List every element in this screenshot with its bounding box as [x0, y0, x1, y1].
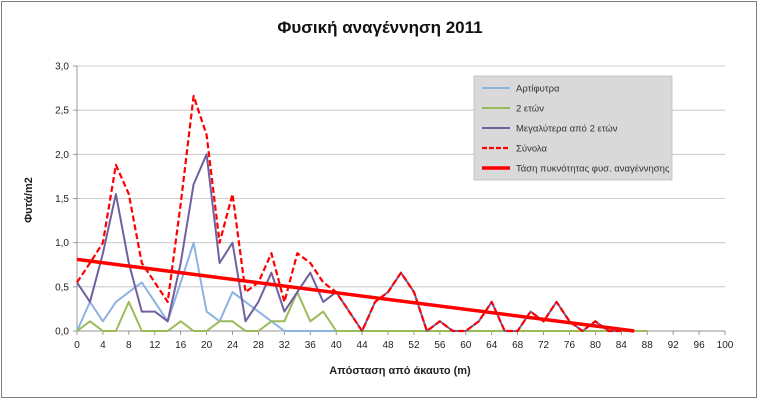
series-line-5 [76, 257, 635, 333]
series-line-4 [76, 94, 622, 333]
y-tick-label: 2,5 [55, 106, 69, 117]
x-tick-label: 60 [460, 340, 472, 351]
x-tick-label: 56 [434, 340, 446, 351]
legend-entry: Μεγαλύτερα από 2 ετών [516, 124, 618, 135]
x-tick-label: 88 [642, 340, 654, 351]
x-tick-label: 48 [382, 340, 394, 351]
x-tick-label: 100 [717, 340, 734, 351]
x-tick-label: 12 [149, 340, 161, 351]
x-tick-label: 36 [305, 340, 317, 351]
x-tick-label: 0 [74, 340, 80, 351]
legend-entry: 2 ετών [516, 104, 544, 115]
y-tick-label: 0,5 [55, 282, 69, 293]
x-tick-label: 16 [175, 340, 187, 351]
x-tick-label: 52 [408, 340, 420, 351]
legend-entry: Σύνολα [516, 144, 548, 155]
x-tick-label: 96 [694, 340, 706, 351]
x-tick-label: 40 [331, 340, 343, 351]
y-axis-title: Φυτά/m2 [23, 177, 35, 223]
legend: Αρτίφυτρα 2 ετών Μεγαλύτερα από 2 ετών Σύνο… [473, 75, 673, 181]
chart-title: Φυσική αναγέννηση 2011 [277, 18, 482, 37]
x-tick-label: 4 [100, 340, 106, 351]
y-tick-label: 3,0 [55, 62, 69, 73]
x-tick-label: 72 [538, 340, 550, 351]
x-tick-label: 64 [486, 340, 498, 351]
x-tick-label: 32 [279, 340, 291, 351]
x-tick-label: 84 [616, 340, 628, 351]
x-tick-label: 24 [227, 340, 239, 351]
x-tick-label: 76 [564, 340, 576, 351]
y-tick-label: 2,0 [55, 150, 69, 161]
x-tick-label: 8 [126, 340, 132, 351]
y-tick-label: 1,0 [55, 238, 69, 249]
legend-entry: Τάση πυκνότητας φυσ. αναγέννησης [516, 164, 670, 175]
x-tick-label: 80 [590, 340, 602, 351]
x-tick-label: 20 [201, 340, 213, 351]
series-line-1 [76, 241, 337, 332]
x-tick-label: 92 [668, 340, 680, 351]
x-tick-label: 28 [253, 340, 265, 351]
series-lines [76, 94, 648, 333]
x-axis-title: Απόσταση από άκαυτο (m) [329, 365, 471, 377]
x-tick-label: 44 [357, 340, 369, 351]
y-tick-label: 1,5 [55, 194, 69, 205]
y-tick-label: 0,0 [55, 327, 69, 338]
legend-entry: Αρτίφυτρα [516, 84, 560, 95]
x-tick-label: 68 [512, 340, 524, 351]
